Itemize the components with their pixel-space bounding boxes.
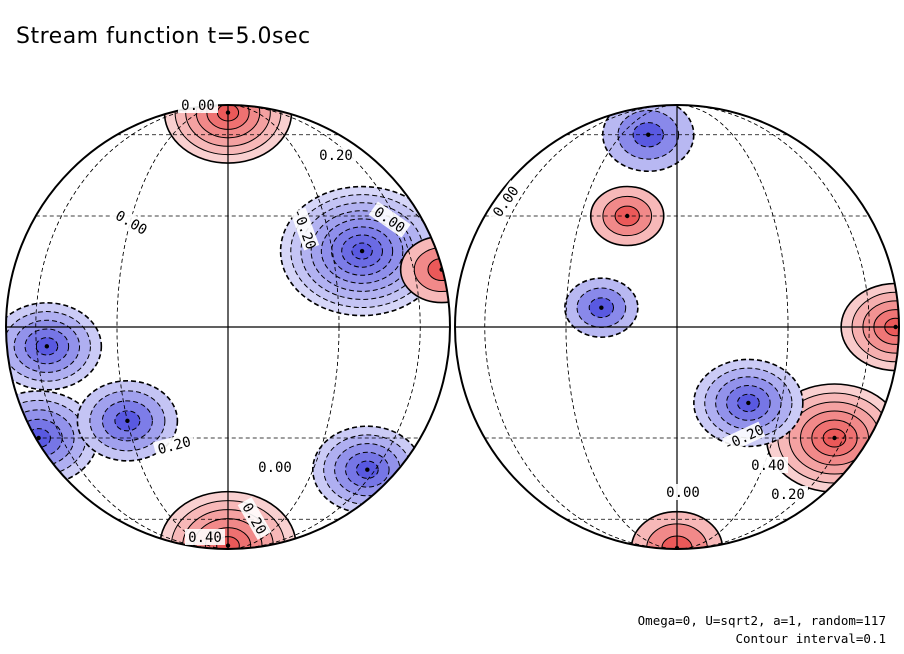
negative-extremum-5 <box>564 277 639 338</box>
contour-label-bg <box>237 497 272 540</box>
hemisphere-panel-2: 0.00-0.200.400.00 0.20 <box>454 104 900 550</box>
contour-label-bg <box>748 457 788 473</box>
contour-label-bg <box>152 432 196 459</box>
contour-label-bg <box>663 484 703 500</box>
extremum-center <box>832 435 837 441</box>
extremum-center <box>746 400 751 406</box>
contour-label: 0.40 <box>188 530 222 546</box>
chart-title: Stream function t=5.0sec <box>16 24 311 49</box>
contour-label-bg <box>255 459 295 475</box>
contour-label-bg <box>178 97 218 113</box>
globe-outline <box>454 104 900 550</box>
contour-label-bg <box>290 207 320 251</box>
contour-label-bg <box>368 201 411 238</box>
extremum-center <box>599 305 604 310</box>
contour-label: 0.20 <box>771 487 805 503</box>
contour-label: 0.00 <box>666 485 700 501</box>
extremum-center <box>44 344 50 349</box>
contour-label: 0.00 <box>258 460 292 476</box>
contour-interval-note: Contour interval=0.1 <box>735 631 886 646</box>
contour-label-bg <box>316 147 356 163</box>
hemisphere-panel-1: 0.000.000.200.00-0.200.200.000.400.20 <box>5 97 451 550</box>
contour-label-bg <box>185 529 225 545</box>
contour-label: 0.40 <box>751 458 785 474</box>
contour-label: 0.00 <box>181 98 215 114</box>
contour-label-bg <box>487 180 524 223</box>
contour-label-bg <box>110 205 153 240</box>
contour-label-bg <box>768 486 808 502</box>
negative-extremum-3 <box>693 358 804 448</box>
extremum-center <box>359 248 365 254</box>
negative-extremum-4 <box>601 105 695 173</box>
contour-label-bg <box>722 421 766 453</box>
extremum-center <box>646 132 651 137</box>
globe-outline <box>5 104 451 550</box>
contour-label: 0.20 <box>319 148 353 164</box>
negative-extremum-4 <box>6 302 103 391</box>
extremum-center <box>365 467 370 472</box>
parameters-note: Omega=0, U=sqrt2, a=1, random=117 <box>637 613 886 628</box>
